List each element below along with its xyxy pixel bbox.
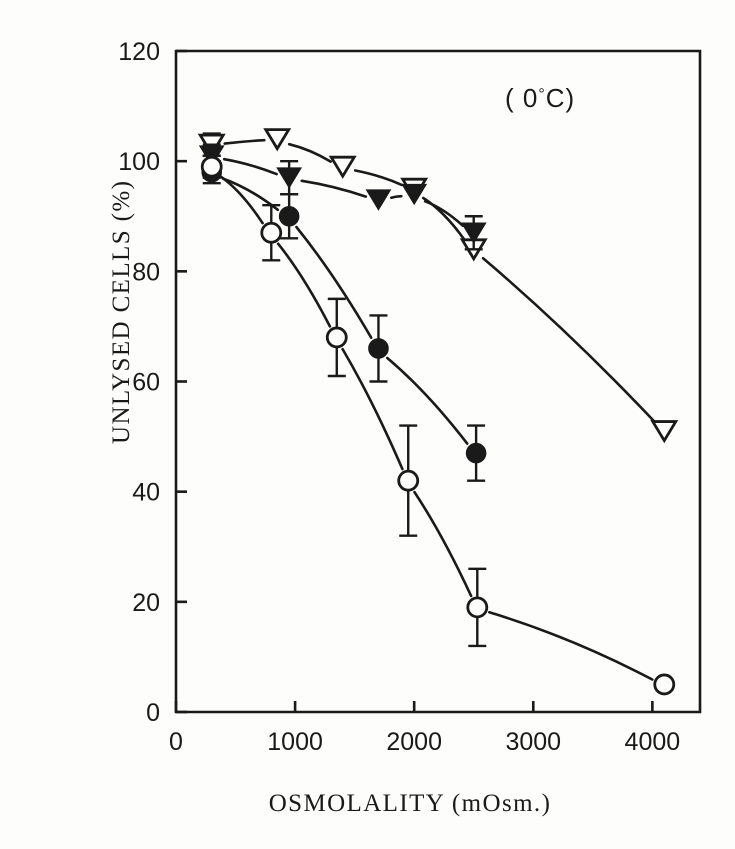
marker-triangle-filled <box>276 167 303 189</box>
annotation-open: ( 0 <box>505 83 539 113</box>
y-axis-title: UNLYSED CELLS (%) <box>108 179 135 444</box>
series-segment <box>219 175 264 225</box>
y-tick-label: 40 <box>132 479 160 507</box>
marker-triangle-filled <box>365 189 392 211</box>
temperature-annotation: ( 0°C) <box>505 83 575 114</box>
y-axis-ticks <box>176 49 187 714</box>
marker-triangle-filled <box>401 183 428 206</box>
marker-circle-open <box>325 326 348 349</box>
x-tick-label: 3000 <box>505 728 561 756</box>
marker-circle-open <box>200 155 223 178</box>
y-tick-labels: 0 20 40 60 80 100 120 <box>118 38 160 727</box>
y-tick-label: 20 <box>132 589 160 617</box>
annotation-close: C) <box>545 83 576 113</box>
series-segment <box>386 356 469 445</box>
y-tick-label: 120 <box>118 38 160 66</box>
series-segment <box>287 142 332 163</box>
marker-circle-open <box>653 673 676 696</box>
data-series-group <box>197 128 679 696</box>
marker-triangle-open <box>328 155 357 179</box>
y-tick-label: 60 <box>132 369 160 397</box>
series-filled-triangle-down <box>198 143 487 251</box>
x-tick-label: 1000 <box>267 728 323 756</box>
series-open-triangle-down <box>197 128 679 444</box>
marker-circle-open <box>466 596 489 619</box>
x-tick-labels: 0 1000 2000 3000 4000 <box>169 728 680 756</box>
series-segment <box>353 169 404 187</box>
x-axis-ticks <box>174 701 654 712</box>
x-tick-label: 4000 <box>625 728 681 756</box>
series-segment <box>481 257 657 424</box>
x-tick-label: 2000 <box>386 728 442 756</box>
series-segment <box>222 157 278 176</box>
marker-triangle-filled <box>460 222 487 244</box>
marker-circle-open <box>260 221 283 244</box>
x-axis-title: OSMOLALITY (mOsm.) <box>268 790 552 817</box>
series-segment <box>413 490 473 598</box>
series-segment <box>390 194 403 199</box>
series-segment <box>276 242 332 328</box>
series-open-circle <box>200 154 676 696</box>
y-tick-label: 0 <box>146 699 160 727</box>
series-segment <box>341 347 404 471</box>
y-tick-label: 80 <box>132 258 160 286</box>
plot-frame <box>174 49 702 714</box>
marker-circle-filled <box>368 338 389 359</box>
marker-circle-filled <box>278 205 300 227</box>
series-segment <box>223 138 266 145</box>
marker-circle-open <box>397 469 420 492</box>
series-segment <box>423 200 465 227</box>
marker-circle-filled <box>465 442 487 464</box>
series-segment <box>488 611 654 681</box>
series-segment <box>295 225 373 339</box>
series-segment <box>422 196 466 242</box>
y-tick-label: 100 <box>118 148 160 176</box>
degree-symbol: ° <box>538 86 546 103</box>
series-segment <box>300 179 368 198</box>
x-tick-label: 0 <box>169 728 183 756</box>
marker-triangle-open <box>263 128 292 152</box>
marker-triangle-open <box>650 420 679 444</box>
